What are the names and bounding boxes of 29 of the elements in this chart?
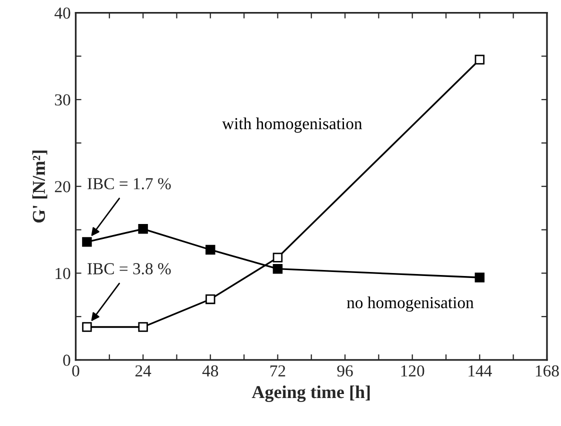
- y-tick-label: 40: [54, 7, 70, 19]
- point: [138, 224, 148, 234]
- point: [82, 322, 92, 332]
- series-label: with homogenisation: [222, 118, 362, 133]
- x-tick-label: 144: [468, 365, 492, 376]
- point: [206, 294, 216, 304]
- point: [474, 272, 485, 282]
- x-tick-label: 0: [72, 365, 80, 377]
- point: [272, 264, 283, 274]
- x-tick-label: 168: [536, 365, 559, 377]
- y-tick-label: 0: [63, 354, 70, 366]
- y-axis-title: G' [N/m²]: [32, 150, 48, 223]
- point: [138, 322, 148, 332]
- x-tick-label: 120: [401, 365, 424, 377]
- point: [206, 244, 216, 255]
- y-tick-label: 10: [56, 268, 70, 280]
- point: [82, 237, 92, 247]
- x-tick-label: 48: [202, 365, 218, 377]
- annotation: IBC = 1.7 %: [88, 178, 171, 190]
- x-tick-label: 72: [270, 365, 286, 376]
- annotation: IBC = 3.8 %: [88, 263, 171, 274]
- y-tick-label: 20: [54, 181, 70, 192]
- x-tick-label: 96: [337, 365, 353, 377]
- x-tick-label: 24: [135, 365, 152, 376]
- point: [474, 54, 485, 65]
- series-label: no homogenisation: [346, 296, 474, 312]
- y-tick-label: 30: [55, 94, 70, 106]
- point: [272, 252, 283, 262]
- x-axis-title: Ageing time [h]: [252, 386, 370, 402]
